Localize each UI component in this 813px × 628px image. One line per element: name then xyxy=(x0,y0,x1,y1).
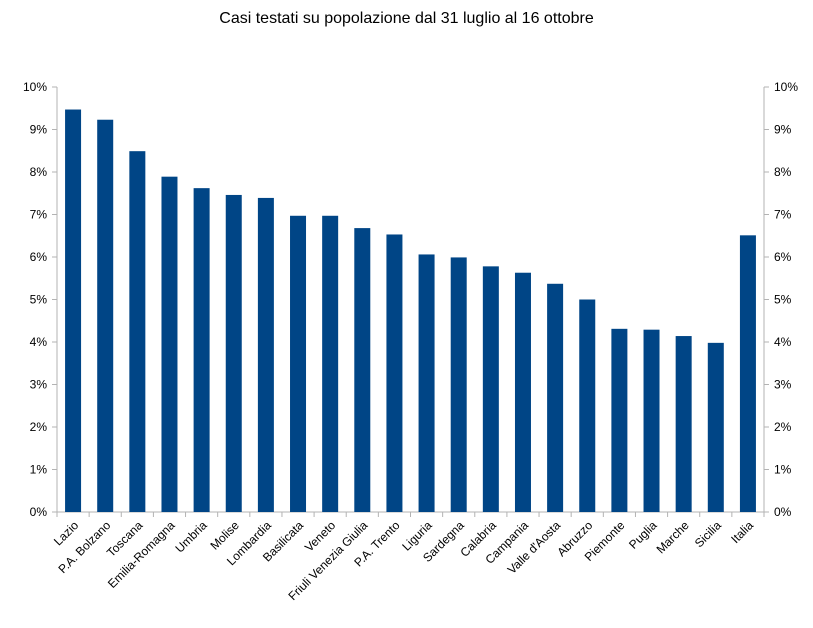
bar xyxy=(514,272,531,512)
bar xyxy=(386,234,403,512)
y-tick-label-right: 8% xyxy=(774,165,792,179)
y-tick-label-right: 6% xyxy=(774,250,792,264)
bar xyxy=(547,283,564,512)
y-tick-label-left: 8% xyxy=(30,165,48,179)
y-tick-label-left: 1% xyxy=(30,463,48,477)
y-tick-label-left: 2% xyxy=(30,420,48,434)
bar xyxy=(290,215,307,512)
y-tick-label-right: 2% xyxy=(774,420,792,434)
x-tick-label: Italia xyxy=(728,518,756,546)
y-tick-label-right: 0% xyxy=(774,505,792,519)
y-tick-label-left: 10% xyxy=(23,80,47,94)
bar xyxy=(482,266,499,512)
bar xyxy=(161,176,178,513)
bar xyxy=(97,119,114,512)
bar xyxy=(257,197,274,513)
x-tick-label: Sicilia xyxy=(692,518,724,550)
x-tick-label: Umbria xyxy=(172,518,209,555)
bar xyxy=(450,257,467,512)
bar xyxy=(739,235,756,512)
y-tick-label-right: 5% xyxy=(774,293,792,307)
bar xyxy=(322,215,339,512)
y-tick-label-right: 10% xyxy=(774,80,798,94)
bar xyxy=(643,329,660,512)
bar xyxy=(418,254,435,512)
y-tick-label-left: 4% xyxy=(30,335,48,349)
bar xyxy=(354,228,371,512)
x-tick-label: Marche xyxy=(654,518,692,556)
y-tick-label-right: 4% xyxy=(774,335,792,349)
y-tick-label-left: 7% xyxy=(30,208,48,222)
bar xyxy=(129,151,146,513)
bar xyxy=(225,194,242,512)
y-tick-label-left: 3% xyxy=(30,378,48,392)
y-tick-label-left: 6% xyxy=(30,250,48,264)
bar xyxy=(193,188,210,512)
bar xyxy=(707,342,724,512)
y-tick-label-right: 3% xyxy=(774,378,792,392)
chart-title: Casi testati su popolazione dal 31 lugli… xyxy=(219,10,594,27)
bar xyxy=(579,299,596,512)
bar xyxy=(611,328,628,512)
bar xyxy=(65,109,82,513)
bar xyxy=(675,336,692,512)
y-tick-label-right: 1% xyxy=(774,463,792,477)
y-tick-label-right: 9% xyxy=(774,123,792,137)
y-tick-label-right: 7% xyxy=(774,208,792,222)
y-tick-label-left: 0% xyxy=(30,505,48,519)
y-tick-label-left: 5% xyxy=(30,293,48,307)
y-tick-label-left: 9% xyxy=(30,123,48,137)
